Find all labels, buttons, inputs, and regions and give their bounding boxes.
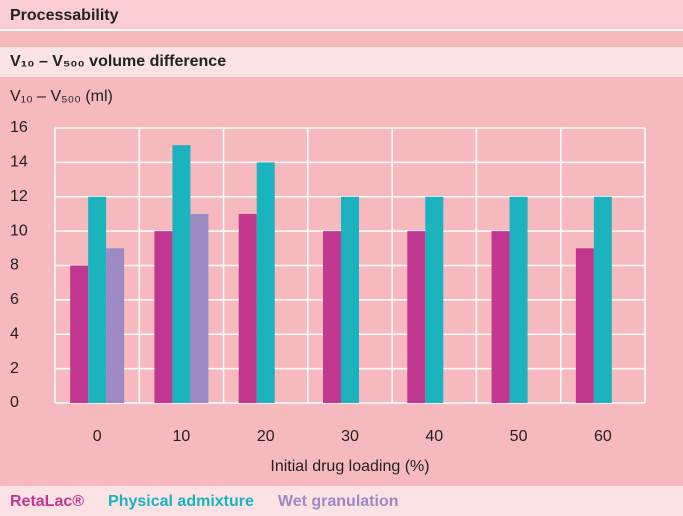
- bar: [425, 196, 444, 403]
- x-tick-label: 50: [510, 428, 528, 445]
- legend-label: Physical admixture: [108, 493, 254, 510]
- bar: [172, 145, 191, 403]
- bar: [341, 196, 359, 403]
- x-tick-label: 30: [341, 428, 359, 445]
- y-tick-label: 0: [10, 394, 19, 411]
- bar: [575, 248, 594, 403]
- bar: [407, 231, 426, 403]
- legend-label: Wet granulation: [278, 493, 399, 510]
- x-tick-label: 40: [425, 428, 443, 445]
- legend-band: [0, 486, 683, 516]
- bar: [154, 231, 173, 403]
- chart-subtitle: V₁₀ – V₅₀₀ volume difference: [10, 53, 226, 70]
- x-axis-label: Initial drug loading (%): [270, 458, 429, 475]
- y-tick-label: 16: [10, 119, 28, 136]
- bar: [509, 196, 528, 403]
- title-band: [0, 0, 683, 30]
- y-tick-label: 12: [10, 188, 28, 205]
- bar: [88, 196, 107, 403]
- x-tick-label: 60: [594, 428, 612, 445]
- y-tick-label: 8: [10, 257, 19, 274]
- x-tick-label: 0: [93, 428, 102, 445]
- bar: [106, 248, 125, 403]
- legend-label: RetaLac®: [10, 493, 84, 510]
- bar: [593, 196, 612, 403]
- bar: [238, 213, 257, 403]
- y-axis-label: V₁₀ – V₅₀₀ (ml): [10, 88, 113, 105]
- bar: [323, 231, 341, 403]
- y-tick-label: 6: [10, 291, 19, 308]
- bar: [190, 213, 209, 403]
- y-tick-label: 14: [10, 154, 28, 171]
- x-tick-label: 20: [257, 428, 275, 445]
- bar: [256, 162, 275, 403]
- x-tick-label: 10: [173, 428, 191, 445]
- bar: [491, 231, 510, 403]
- y-tick-label: 4: [10, 325, 19, 342]
- subtitle-band: [0, 47, 683, 77]
- chart-title: Processability: [10, 7, 119, 24]
- bar: [70, 265, 89, 403]
- y-tick-label: 2: [10, 360, 19, 377]
- y-tick-label: 10: [10, 222, 28, 239]
